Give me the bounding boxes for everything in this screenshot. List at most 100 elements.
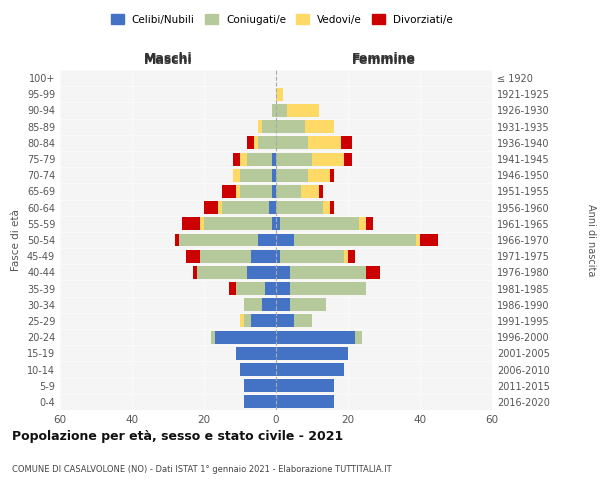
Bar — [366, 218, 373, 230]
Bar — [244, 314, 251, 328]
Bar — [276, 314, 294, 328]
Bar — [280, 218, 359, 230]
Bar — [344, 152, 352, 166]
Bar — [276, 396, 334, 408]
Bar — [204, 218, 272, 230]
Bar — [262, 298, 276, 311]
Bar — [229, 282, 236, 295]
Bar — [312, 152, 344, 166]
Bar — [272, 169, 276, 181]
Bar — [308, 136, 341, 149]
Bar — [308, 169, 330, 181]
Bar — [182, 218, 200, 230]
Bar — [222, 201, 269, 214]
Bar — [218, 201, 222, 214]
Bar — [247, 152, 272, 166]
Bar — [222, 185, 236, 198]
Bar — [236, 185, 240, 198]
Bar — [276, 298, 290, 311]
Bar — [200, 250, 251, 262]
Bar — [276, 250, 280, 262]
Bar — [254, 136, 258, 149]
Text: Maschi: Maschi — [143, 52, 193, 65]
Bar — [186, 250, 200, 262]
Text: Femmine: Femmine — [352, 54, 416, 67]
Bar — [276, 152, 312, 166]
Bar — [276, 379, 334, 392]
Bar — [348, 250, 355, 262]
Bar — [197, 266, 247, 279]
Bar — [276, 234, 294, 246]
Bar — [330, 201, 334, 214]
Bar — [193, 266, 197, 279]
Bar — [262, 120, 276, 133]
Bar — [272, 104, 276, 117]
Bar — [236, 282, 265, 295]
Bar — [265, 282, 276, 295]
Bar — [276, 201, 323, 214]
Bar — [251, 314, 276, 328]
Bar — [233, 152, 240, 166]
Bar — [319, 185, 323, 198]
Bar — [290, 266, 366, 279]
Bar — [341, 136, 352, 149]
Bar — [276, 104, 287, 117]
Bar — [233, 169, 240, 181]
Bar — [280, 250, 344, 262]
Bar — [287, 104, 319, 117]
Bar — [244, 298, 262, 311]
Bar — [247, 136, 254, 149]
Bar — [323, 201, 330, 214]
Bar — [200, 218, 204, 230]
Bar — [276, 88, 283, 101]
Bar — [359, 218, 366, 230]
Bar — [416, 234, 420, 246]
Text: Popolazione per età, sesso e stato civile - 2021: Popolazione per età, sesso e stato civil… — [12, 430, 343, 443]
Bar — [276, 120, 305, 133]
Bar — [258, 234, 276, 246]
Bar — [276, 136, 308, 149]
Bar — [269, 201, 276, 214]
Bar — [240, 169, 272, 181]
Text: COMUNE DI CASALVOLONE (NO) - Dati ISTAT 1° gennaio 2021 - Elaborazione TUTTITALI: COMUNE DI CASALVOLONE (NO) - Dati ISTAT … — [12, 465, 392, 474]
Bar — [276, 363, 344, 376]
Bar — [240, 363, 276, 376]
Bar — [305, 120, 334, 133]
Text: Femmine: Femmine — [352, 52, 416, 65]
Bar — [276, 282, 290, 295]
Bar — [175, 234, 179, 246]
Bar — [240, 185, 272, 198]
Bar — [276, 218, 280, 230]
Bar — [301, 185, 319, 198]
Bar — [244, 379, 276, 392]
Bar — [215, 330, 276, 344]
Bar — [276, 169, 308, 181]
Bar — [276, 330, 355, 344]
Bar — [240, 152, 247, 166]
Bar — [258, 120, 262, 133]
Bar — [251, 250, 276, 262]
Bar — [204, 201, 218, 214]
Bar — [294, 234, 416, 246]
Bar — [272, 185, 276, 198]
Bar — [276, 185, 301, 198]
Bar — [290, 282, 366, 295]
Text: Maschi: Maschi — [143, 54, 193, 67]
Bar — [240, 314, 244, 328]
Bar — [330, 169, 334, 181]
Bar — [244, 396, 276, 408]
Bar — [247, 266, 276, 279]
Legend: Celibi/Nubili, Coniugati/e, Vedovi/e, Divorziati/e: Celibi/Nubili, Coniugati/e, Vedovi/e, Di… — [107, 10, 457, 29]
Bar — [366, 266, 380, 279]
Bar — [236, 347, 276, 360]
Text: Anni di nascita: Anni di nascita — [586, 204, 596, 276]
Bar — [272, 152, 276, 166]
Bar — [344, 250, 348, 262]
Bar — [420, 234, 438, 246]
Bar — [258, 136, 276, 149]
Y-axis label: Fasce di età: Fasce di età — [11, 209, 21, 271]
Bar — [276, 347, 348, 360]
Bar — [294, 314, 312, 328]
Bar — [272, 218, 276, 230]
Bar — [211, 330, 215, 344]
